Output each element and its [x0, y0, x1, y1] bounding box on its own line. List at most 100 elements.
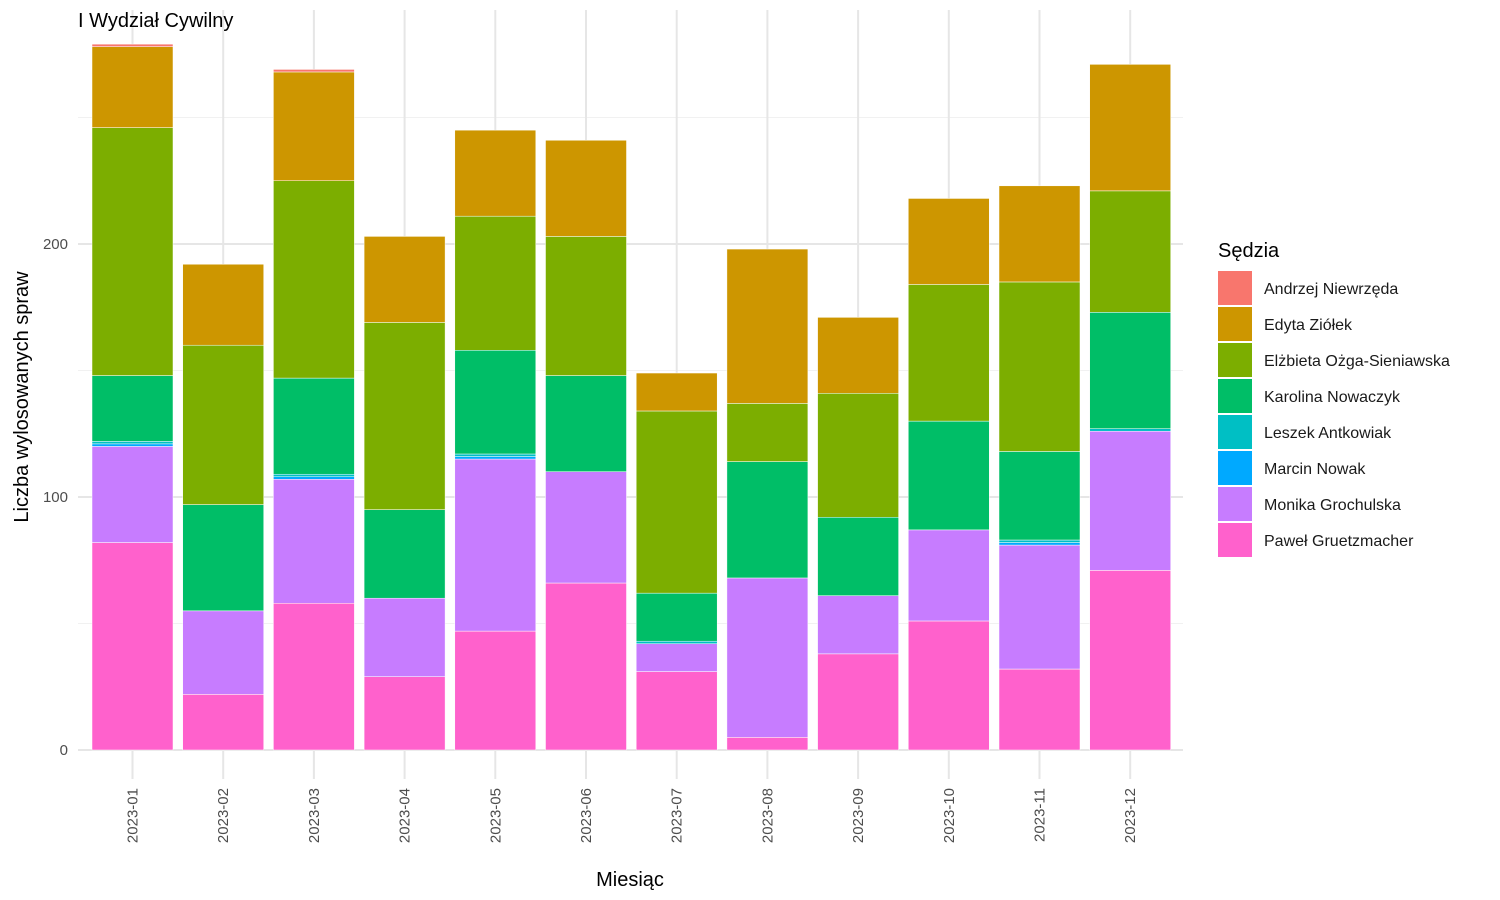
bar-segment [273, 69, 355, 73]
bar-segment [91, 542, 174, 751]
bar-segment [454, 453, 537, 457]
bar-segment [91, 446, 174, 543]
bar-segment [726, 248, 809, 404]
bar-segment [1089, 64, 1171, 192]
bar-segment [363, 322, 446, 510]
bar-segment [273, 180, 355, 379]
y-tick-label: 200 [43, 236, 68, 253]
legend-label: Edyta Ziółek [1264, 317, 1353, 334]
legend-key [1218, 523, 1252, 557]
bar-segment [182, 344, 264, 505]
bar-segment [273, 603, 355, 751]
bar-segment [363, 597, 446, 677]
bar-segment [273, 473, 355, 478]
x-axis-title: Miesiąc [596, 869, 664, 891]
bar-segment [726, 737, 809, 751]
bars [91, 43, 1171, 751]
bar-segment [545, 236, 627, 376]
legend-label: Karolina Nowaczyk [1264, 389, 1401, 406]
bar-segment [91, 127, 174, 376]
bar-segment [182, 263, 264, 346]
bar-segment [91, 43, 174, 47]
bar-segment [726, 403, 809, 462]
bar-segment [454, 458, 537, 632]
bar-segment [635, 643, 718, 672]
bar-segment [273, 479, 355, 604]
bar-segment [545, 471, 627, 584]
bar-segment [817, 653, 899, 751]
bar-segment [454, 456, 537, 460]
bar-segment [998, 544, 1081, 670]
bar-segment [998, 451, 1081, 541]
bar-segment [635, 640, 718, 644]
bar-segment [182, 610, 264, 695]
bar-segment [273, 71, 355, 181]
bar-segment [817, 317, 899, 394]
bar-segment [273, 377, 355, 475]
bar-segment [454, 350, 537, 455]
x-tick-label: 2023-08 [759, 788, 776, 843]
legend-label: Marcin Nowak [1264, 461, 1366, 478]
x-tick-label: 2023-06 [578, 788, 595, 843]
bar-segment [454, 630, 537, 751]
bar-segment [1089, 312, 1171, 429]
y-axis-ticks: 0 100 200 [43, 236, 68, 759]
x-axis-ticks: 2023-01 2023-02 2023-03 2023-04 2023-05 2023-… [125, 788, 1140, 843]
legend-label: Monika Grochulska [1264, 497, 1401, 514]
bar-segment [998, 539, 1081, 543]
x-tick-label: 2023-01 [125, 788, 142, 843]
x-tick-label: 2023-07 [669, 788, 686, 843]
legend-key [1218, 415, 1252, 449]
bar-segment [1089, 430, 1171, 571]
bar-segment [998, 281, 1081, 452]
bar-segment [545, 582, 627, 751]
x-tick-label: 2023-11 [1032, 788, 1049, 842]
bar-segment [91, 375, 174, 442]
bar-segment [545, 140, 627, 237]
bar-segment [545, 375, 627, 472]
bar-segment [1089, 570, 1171, 751]
legend-key [1218, 487, 1252, 521]
bar-segment [908, 284, 990, 422]
legend-label: Leszek Antkowiak [1264, 425, 1392, 442]
y-tick-label: 0 [60, 742, 68, 759]
bar-segment [817, 393, 899, 518]
legend-key [1218, 451, 1252, 485]
bar-segment [182, 504, 264, 612]
bar-segment [1089, 428, 1171, 432]
bar-segment [817, 595, 899, 655]
bar-segment [91, 441, 174, 445]
legend-key [1218, 307, 1252, 341]
legend-key [1218, 271, 1252, 305]
bar-segment [363, 509, 446, 599]
bar-segment [454, 129, 537, 217]
bar-segment [998, 542, 1081, 546]
y-tick-label: 100 [43, 489, 68, 506]
bar-segment [182, 694, 264, 751]
bar-segment [635, 372, 718, 412]
legend-label: Andrzej Niewrzęda [1264, 281, 1398, 298]
bar-segment [998, 668, 1081, 751]
bar-segment [908, 529, 990, 622]
legend-title: Sędzia [1218, 240, 1280, 262]
chart-title: I Wydział Cywilny [78, 10, 233, 32]
x-tick-label: 2023-12 [1122, 788, 1139, 843]
bar-segment [908, 420, 990, 531]
y-axis-title: Liczba wylosowanych spraw [11, 271, 33, 523]
bar-segment [726, 577, 809, 738]
legend-key [1218, 379, 1252, 413]
bar-segment [91, 46, 174, 128]
x-tick-label: 2023-05 [487, 788, 504, 843]
legend-key [1218, 343, 1252, 377]
bar-segment [363, 676, 446, 751]
bar-segment [726, 461, 809, 579]
legend-label: Paweł Gruetzmacher [1264, 533, 1414, 550]
bar-segment [635, 592, 718, 642]
x-tick-label: 2023-09 [850, 788, 867, 843]
bar-segment [363, 236, 446, 323]
bar-segment [273, 476, 355, 480]
bar-segment [908, 620, 990, 751]
bar-segment [1089, 190, 1171, 313]
bar-segment [817, 516, 899, 596]
bar-segment [91, 443, 174, 447]
